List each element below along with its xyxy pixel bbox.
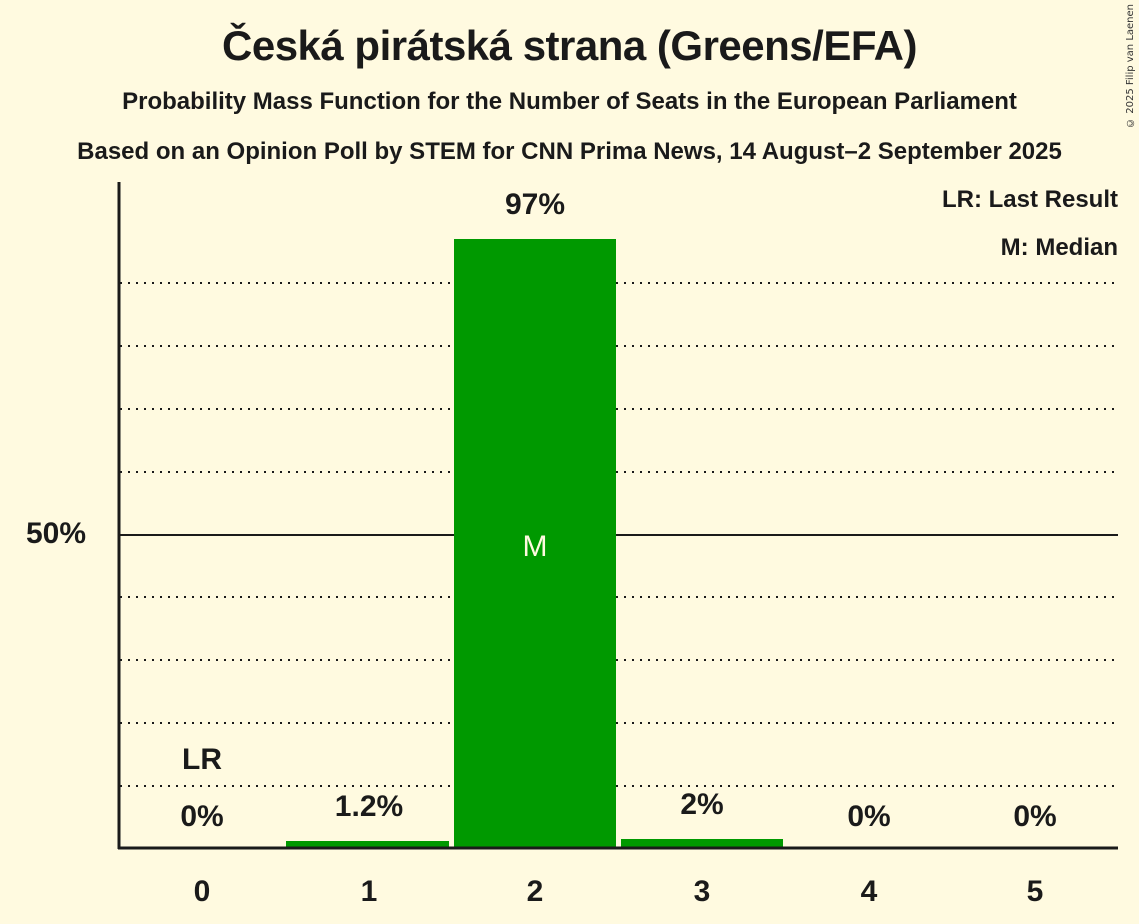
bar-value-label: 1.2% <box>334 790 404 823</box>
bar-value-label: 97% <box>504 188 566 221</box>
x-tick-label: 2 <box>526 875 544 908</box>
x-tick-label: 3 <box>693 875 711 908</box>
x-tick-label: 5 <box>1026 875 1044 908</box>
last-result-marker: LR <box>182 743 222 776</box>
median-marker: M <box>522 530 548 563</box>
chart-subtitle: Probability Mass Function for the Number… <box>122 88 1017 115</box>
chart-source: Based on an Opinion Poll by STEM for CNN… <box>77 138 1062 165</box>
bars <box>286 239 783 848</box>
bar-value-label: 0% <box>1013 800 1057 833</box>
bar-value-label: 0% <box>847 800 891 833</box>
bar-2 <box>454 239 616 848</box>
bar-1 <box>286 841 449 848</box>
bar-3 <box>621 839 783 848</box>
legend-last-result: LR: Last Result <box>941 186 1118 213</box>
x-tick-label: 1 <box>360 875 378 908</box>
bar-value-label: 0% <box>180 800 224 833</box>
legend-median: M: Median <box>1000 234 1118 261</box>
y-tick-label-50: 50% <box>26 517 87 550</box>
chart-title: Česká pirátská strana (Greens/EFA) <box>222 22 918 69</box>
bar-value-label: 2% <box>680 788 724 821</box>
x-tick-label: 4 <box>860 875 878 908</box>
x-tick-label: 0 <box>193 875 211 908</box>
